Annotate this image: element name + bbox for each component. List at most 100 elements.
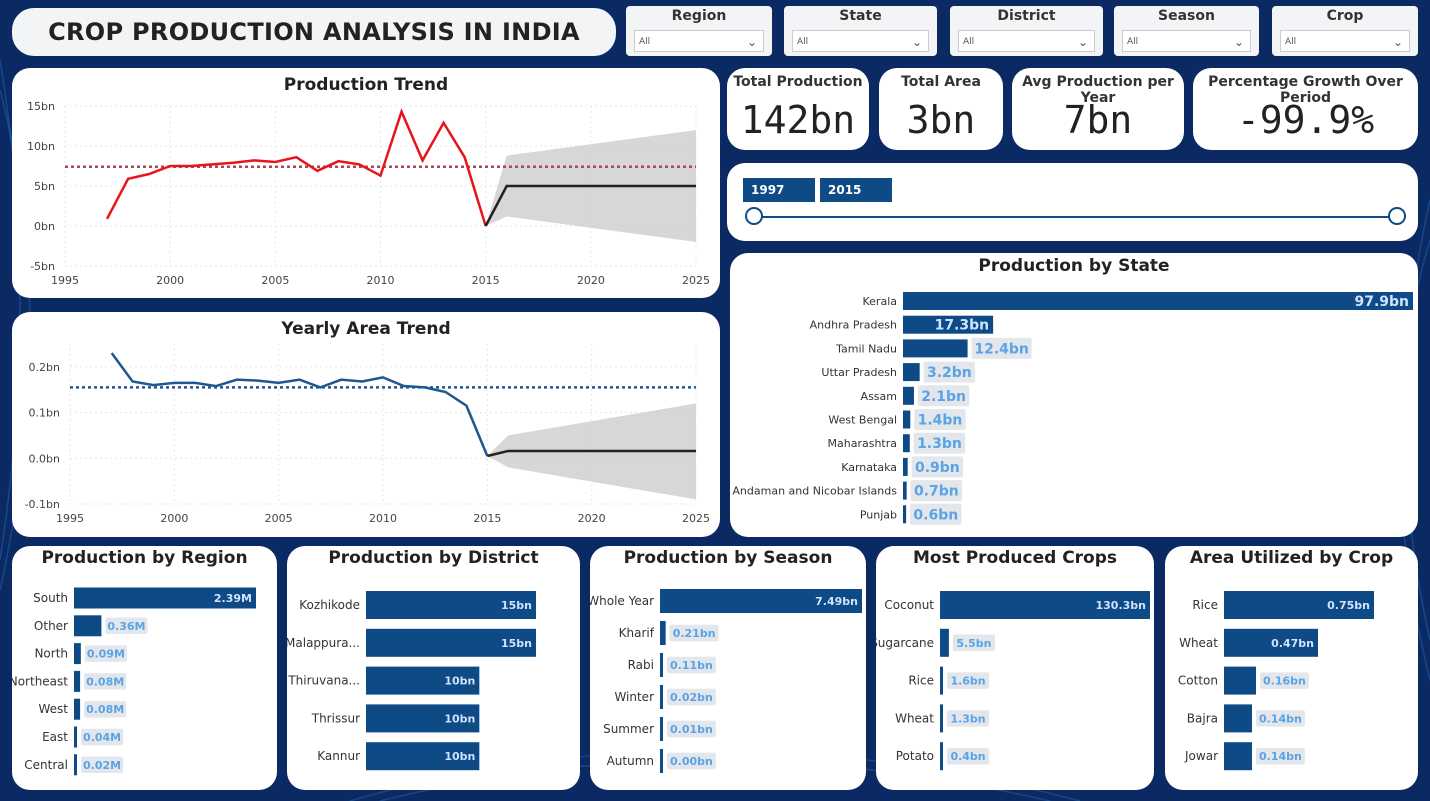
data-label-bg <box>952 634 995 652</box>
bar <box>74 643 81 665</box>
chevron-down-icon: ⌄ <box>911 35 922 49</box>
data-label: 0.9bn <box>915 460 960 476</box>
bar <box>903 386 914 405</box>
category-label: Uttar Pradesh <box>821 366 897 379</box>
category-label: Summer <box>603 722 654 736</box>
crop-dropdown[interactable]: All ⌄ <box>1280 30 1410 52</box>
start-year-box[interactable]: 1997 <box>743 178 815 202</box>
crop-filter[interactable]: Crop All ⌄ <box>1272 6 1418 56</box>
x-tick-label: 2020 <box>577 274 605 287</box>
data-label: 10bn <box>444 712 475 725</box>
data-label: 0.36M <box>107 620 145 633</box>
bar <box>1224 628 1318 657</box>
data-label-bg <box>1260 672 1309 689</box>
data-label: 2.1bn <box>921 389 966 405</box>
district-filter[interactable]: District All ⌄ <box>950 6 1103 56</box>
y-tick-label: 0bn <box>34 220 55 233</box>
bar <box>903 457 908 476</box>
data-label: 0.08M <box>86 675 124 688</box>
bar <box>366 591 536 619</box>
x-tick-label: 2015 <box>473 512 501 525</box>
y-tick-label: 0.2bn <box>29 361 60 374</box>
data-label-bg <box>947 672 990 689</box>
data-label-bg <box>1256 747 1305 765</box>
season-dropdown[interactable]: All ⌄ <box>1122 30 1251 52</box>
kpi-value: -99.9% <box>1236 98 1375 142</box>
data-label: 15bn <box>501 599 532 612</box>
chart-title: Production by District <box>328 548 539 568</box>
chart-title: Production by State <box>978 256 1170 276</box>
state-filter[interactable]: State All ⌄ <box>784 6 937 56</box>
chart-title: Production by Region <box>41 548 248 568</box>
data-label-bg <box>913 432 966 454</box>
data-label: 15bn <box>501 637 532 650</box>
bar <box>74 587 256 609</box>
bar <box>940 628 949 657</box>
bar <box>940 704 943 733</box>
kpi-label: Percentage Growth Over Period <box>1208 74 1403 106</box>
bar <box>660 589 862 613</box>
slider-track[interactable] <box>757 216 1396 218</box>
category-label: Thiruvana... <box>287 674 360 688</box>
year-range-slicer[interactable]: 1997 2015 <box>727 163 1418 241</box>
region-dropdown[interactable]: All ⌄ <box>634 30 764 52</box>
bar <box>1224 704 1252 733</box>
data-label: 1.3bn <box>917 436 962 452</box>
season-filter-label: Season <box>1158 8 1215 24</box>
slider-end-handle[interactable] <box>1388 207 1406 225</box>
data-label: 0.16bn <box>1263 675 1306 688</box>
category-label: Rice <box>1192 598 1218 612</box>
bar <box>903 505 907 524</box>
data-label: 1.6bn <box>950 675 985 688</box>
bar <box>74 726 78 748</box>
bar <box>903 410 911 429</box>
y-tick-label: 0.1bn <box>29 407 60 420</box>
bar <box>903 481 907 500</box>
x-tick-label: 1995 <box>51 274 79 287</box>
bar <box>660 653 663 677</box>
category-label: Andhra Pradesh <box>810 319 897 332</box>
data-label-bg <box>84 673 127 690</box>
category-label: Maharashtra <box>828 437 898 450</box>
production-by-state-chart: Kerala 97.9bn Andhra Pradesh 17.3bn Tamil Na… <box>732 292 1413 525</box>
chevron-down-icon: ⌄ <box>1233 35 1244 49</box>
bar <box>1224 742 1252 771</box>
bar <box>660 621 666 645</box>
data-label: 0.02bn <box>670 691 713 704</box>
production-by-region-chart: South 2.39M Other 0.36M North 0.09M Northeast 0… <box>12 587 256 776</box>
data-label: 17.3bn <box>935 318 990 334</box>
data-label: 0.75bn <box>1327 599 1370 612</box>
category-label: Malappura... <box>287 636 360 650</box>
most-produced-crops-card: Most Produced Crops Coconut 130.3bn Sugarc… <box>876 546 1154 790</box>
state-dropdown-value: All <box>797 37 809 47</box>
area-by-crop-chart: Rice 0.75bn Wheat 0.47bn Cotton 0.16bn Bajra 0.… <box>1178 591 1374 771</box>
data-label-bg <box>105 617 148 635</box>
data-label: 5.5bn <box>956 637 991 650</box>
district-dropdown[interactable]: All ⌄ <box>958 30 1095 52</box>
data-label: 130.3bn <box>1096 599 1147 612</box>
end-year-box[interactable]: 2015 <box>820 178 892 202</box>
kpi-value: 7bn <box>1063 98 1133 142</box>
series-line <box>105 108 487 227</box>
bar <box>903 363 920 382</box>
production-by-state-card: Production by State Kerala 97.9bn Andhra P… <box>730 253 1418 537</box>
data-label-bg <box>971 337 1032 359</box>
state-dropdown[interactable]: All ⌄ <box>792 30 929 52</box>
kpi-total-production: Total Production 142bn <box>727 68 869 150</box>
category-label: Tamil Nadu <box>835 342 897 355</box>
region-filter[interactable]: Region All ⌄ <box>626 6 772 56</box>
region-dropdown-value: All <box>639 37 651 47</box>
bar <box>940 742 943 771</box>
category-label: Cotton <box>1178 674 1218 688</box>
most-produced-crops-chart: Coconut 130.3bn Sugarcane 5.5bn Rice 1.6bn Whe… <box>876 591 1150 771</box>
area-by-crop-card: Area Utilized by Crop Rice 0.75bn Wheat 0.4… <box>1165 546 1418 790</box>
season-filter[interactable]: Season All ⌄ <box>1114 6 1259 56</box>
data-label-bg <box>667 720 716 738</box>
production-by-district-chart: Kozhikode 15bn Malappura... 15bn Thiruvana..… <box>287 591 536 771</box>
bar <box>660 685 663 709</box>
data-label: 0.00bn <box>670 755 713 768</box>
forecast-line <box>487 449 696 458</box>
category-label: Jowar <box>1184 749 1218 763</box>
category-label: Andaman and Nicobar Islands <box>732 485 897 498</box>
slider-start-handle[interactable] <box>745 207 763 225</box>
